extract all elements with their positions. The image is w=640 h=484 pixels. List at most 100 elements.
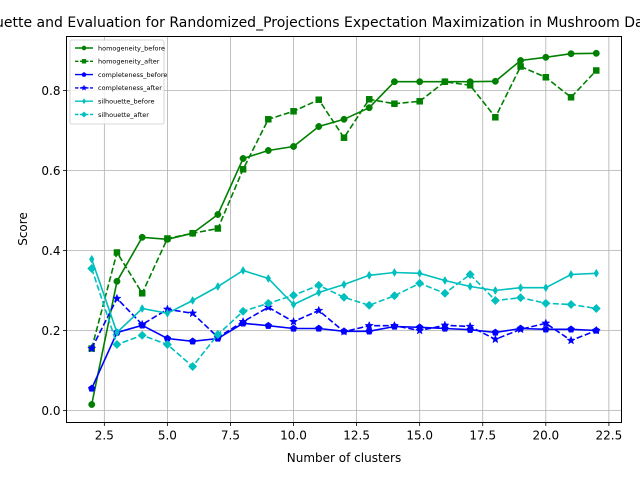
legend-item: completeness_after bbox=[75, 84, 162, 92]
data-point bbox=[593, 67, 600, 74]
data-point bbox=[88, 401, 96, 408]
data-point bbox=[189, 230, 196, 237]
legend-marker bbox=[81, 45, 87, 51]
legend-marker bbox=[82, 98, 86, 105]
legend-item: completeness_before bbox=[75, 71, 167, 79]
data-point bbox=[466, 82, 474, 89]
data-point bbox=[516, 293, 526, 303]
data-point bbox=[567, 94, 575, 101]
legend-marker bbox=[81, 71, 87, 77]
data-point bbox=[592, 49, 600, 57]
data-point bbox=[416, 98, 423, 105]
data-point bbox=[188, 361, 198, 372]
data-point bbox=[316, 288, 322, 297]
series-completeness_after bbox=[87, 293, 601, 353]
data-point bbox=[391, 78, 398, 86]
x-axis-label: Number of clusters bbox=[287, 451, 401, 465]
data-point bbox=[240, 266, 246, 275]
data-point bbox=[517, 283, 524, 293]
data-point bbox=[263, 298, 273, 308]
data-point bbox=[112, 293, 122, 303]
data-point bbox=[89, 254, 95, 264]
plot-frame bbox=[66, 36, 622, 423]
data-point bbox=[339, 292, 349, 302]
data-point bbox=[491, 77, 499, 85]
data-point bbox=[114, 328, 120, 337]
y-tick-label: 0.2 bbox=[41, 324, 60, 338]
data-point bbox=[315, 96, 323, 103]
data-point bbox=[113, 249, 121, 256]
legend-item: homogeneity_before bbox=[75, 44, 165, 52]
data-point bbox=[288, 290, 299, 300]
data-point bbox=[364, 300, 374, 310]
legend-label: homogeneity_before bbox=[98, 44, 165, 52]
y-tick-label: 0.0 bbox=[41, 404, 60, 418]
data-point bbox=[391, 268, 398, 277]
data-point bbox=[239, 155, 247, 162]
data-point bbox=[541, 318, 551, 328]
legend-item: homogeneity_after bbox=[75, 58, 160, 66]
data-point bbox=[366, 270, 372, 280]
data-point bbox=[568, 270, 574, 279]
data-point bbox=[187, 308, 198, 318]
data-point bbox=[314, 305, 324, 315]
x-tick-label: 10.0 bbox=[280, 429, 307, 443]
y-tick-label: 0.4 bbox=[41, 244, 60, 258]
data-point bbox=[591, 325, 601, 335]
legend-marker bbox=[81, 59, 87, 64]
data-point bbox=[364, 320, 374, 330]
series-silhouette_before bbox=[89, 254, 599, 337]
data-point bbox=[517, 63, 524, 70]
legend-label: homogeneity_after bbox=[98, 58, 160, 66]
data-point bbox=[88, 384, 96, 392]
data-point bbox=[593, 268, 599, 278]
legend-box bbox=[69, 39, 165, 125]
data-point bbox=[339, 326, 349, 336]
data-point bbox=[265, 116, 272, 123]
data-point bbox=[566, 299, 576, 310]
chart-title: Silhouette and Evaluation for Randomized… bbox=[0, 15, 640, 31]
data-point bbox=[189, 296, 196, 305]
data-point bbox=[365, 104, 373, 112]
data-point bbox=[239, 166, 247, 173]
data-point bbox=[440, 320, 450, 330]
y-tick-label: 0.6 bbox=[41, 164, 60, 178]
x-tick-label: 22.5 bbox=[596, 429, 623, 443]
legend-label: silhouette_after bbox=[98, 111, 149, 119]
x-tick-label: 12.5 bbox=[343, 429, 370, 443]
data-point bbox=[87, 343, 97, 353]
data-point bbox=[517, 57, 525, 64]
x-tick-label: 17.5 bbox=[469, 429, 496, 443]
data-point bbox=[567, 325, 575, 333]
data-point bbox=[138, 290, 146, 297]
data-point bbox=[139, 304, 145, 313]
data-point bbox=[340, 115, 348, 123]
x-axis: 2.5 5.0 7.5 10.0 12.5 15.0 17.5 20.0 22.5 bbox=[95, 422, 623, 443]
series-line bbox=[90, 65, 597, 349]
y-tick-label: 0.8 bbox=[41, 84, 60, 98]
data-point bbox=[543, 283, 549, 293]
data-point bbox=[515, 324, 526, 334]
legend-item: silhouette_after bbox=[75, 111, 149, 119]
data-point bbox=[416, 268, 423, 278]
data-point bbox=[415, 325, 425, 335]
data-point bbox=[188, 337, 197, 345]
data-point bbox=[492, 114, 499, 121]
data-point bbox=[290, 143, 297, 150]
data-point bbox=[389, 320, 400, 330]
data-point bbox=[288, 316, 299, 326]
legend-label: completeness_before bbox=[98, 71, 167, 79]
series-silhouette_after bbox=[87, 263, 601, 372]
data-point bbox=[542, 74, 550, 81]
data-point bbox=[490, 295, 500, 306]
legend-label: completeness_after bbox=[98, 84, 162, 92]
data-point bbox=[289, 324, 298, 332]
data-point bbox=[416, 78, 424, 86]
data-point bbox=[341, 280, 347, 289]
data-point bbox=[541, 298, 551, 308]
data-point bbox=[265, 274, 272, 283]
series-homogeneity_after bbox=[88, 63, 600, 352]
data-point bbox=[214, 211, 222, 218]
data-point bbox=[238, 316, 248, 326]
